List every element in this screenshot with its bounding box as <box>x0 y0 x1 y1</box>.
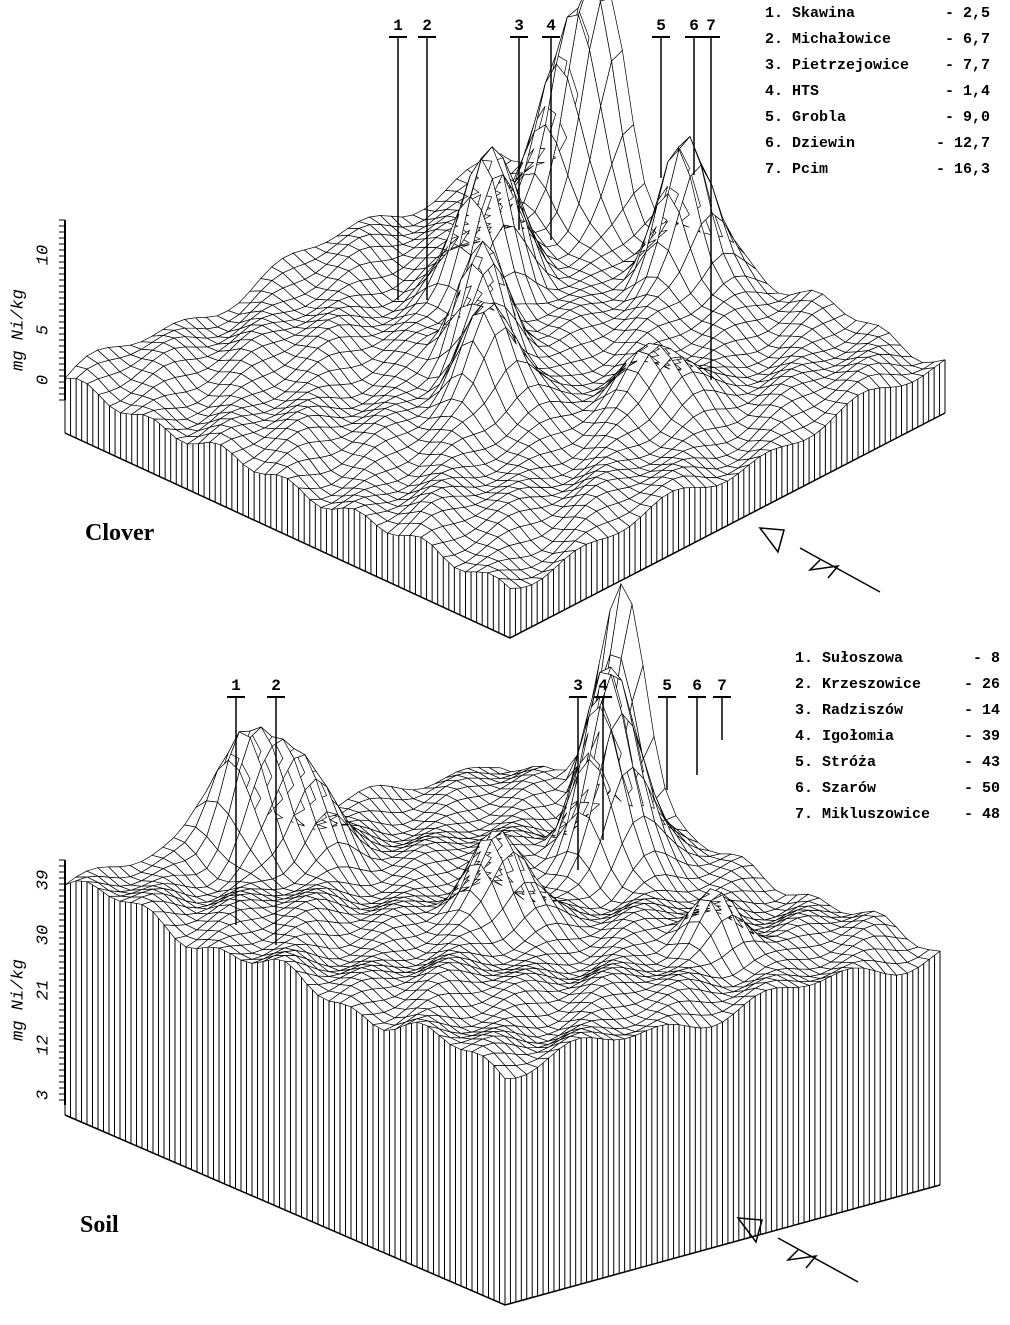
marker-label: 1 <box>393 17 403 35</box>
legend-name: 5. Stróża <box>795 754 876 771</box>
marker-label: 5 <box>662 677 672 695</box>
axis-tick-label: 12 <box>34 1035 53 1055</box>
surface-panel: mg Ni/kg31221303912345671. Sułoszowa- 82… <box>9 584 1000 1305</box>
legend-value: - 26 <box>964 676 1000 693</box>
legend-value: - 39 <box>964 728 1000 745</box>
marker-label: 2 <box>422 17 432 35</box>
legend-name: 7. Pcim <box>765 161 828 178</box>
legend-value: - 9,0 <box>945 109 990 126</box>
legend-value: - 12,7 <box>936 135 990 152</box>
axis-tick-label: 10 <box>34 245 53 265</box>
panel-label: Clover <box>85 520 155 546</box>
figure: mg Ni/kg051012345671. Skawina- 2,52. Mic… <box>0 0 1010 1325</box>
legend-value: - 48 <box>964 806 1000 823</box>
marker-label: 6 <box>689 17 699 35</box>
axis-tick-label: 21 <box>34 980 53 1000</box>
legend-name: 2. Krzeszowice <box>795 676 921 693</box>
marker-label: 5 <box>656 17 666 35</box>
marker-label: 3 <box>514 17 524 35</box>
wall-base <box>65 1115 940 1305</box>
legend-value: - 2,5 <box>945 5 990 22</box>
marker-label: 3 <box>573 677 583 695</box>
axis-label: mg Ni/kg <box>9 959 28 1041</box>
legend-name: 6. Szarów <box>795 780 876 797</box>
axis-tick-label: 3 <box>34 1090 53 1100</box>
axis-tick-label: 0 <box>34 375 53 385</box>
north-arrow <box>738 1218 858 1282</box>
marker-label: 7 <box>706 17 716 35</box>
marker-label: 2 <box>271 677 281 695</box>
legend-value: - 7,7 <box>945 57 990 74</box>
marker-label: 4 <box>598 677 608 695</box>
marker-label: 4 <box>546 17 556 35</box>
panel-label: Soil <box>80 1212 119 1238</box>
legend-value: - 14 <box>964 702 1000 719</box>
legend-name: 7. Mikluszowice <box>795 806 930 823</box>
axis-tick-label: 39 <box>34 870 53 890</box>
legend-name: 2. Michałowice <box>765 31 891 48</box>
legend-value: - 1,4 <box>945 83 990 100</box>
legend-value: - 16,3 <box>936 161 990 178</box>
legend-name: 3. Radziszów <box>795 702 903 719</box>
legend-value: - 43 <box>964 754 1000 771</box>
marker-label: 1 <box>231 677 241 695</box>
north-arrow <box>760 528 880 592</box>
axis-label: mg Ni/kg <box>9 289 28 371</box>
legend-name: 1. Sułoszowa <box>795 650 903 667</box>
legend-value: - 50 <box>964 780 1000 797</box>
legend-name: 4. HTS <box>765 83 819 100</box>
legend-name: 4. Igołomia <box>795 728 894 745</box>
legend-name: 3. Pietrzejowice <box>765 57 909 74</box>
legend-name: 5. Grobla <box>765 109 846 126</box>
surface-panel: mg Ni/kg 0 5 10 1 2 3 4 5 67 1. Skawina - 2,5 2. Mic… <box>9 0 990 638</box>
marker-label: 7 <box>717 677 727 695</box>
axis-tick-label: 5 <box>34 325 53 335</box>
legend-name: 1. Skawina <box>765 5 855 22</box>
legend-value: - 8 <box>973 650 1000 667</box>
legend-name: 6. Dziewin <box>765 135 855 152</box>
legend-value: - 6,7 <box>945 31 990 48</box>
marker-label: 6 <box>692 677 702 695</box>
axis-tick-label: 30 <box>34 925 53 945</box>
